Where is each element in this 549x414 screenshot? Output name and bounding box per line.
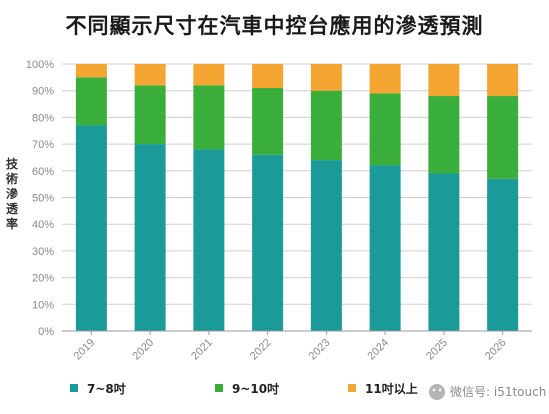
bar-segment (311, 91, 342, 160)
y-tick-label: 50% (32, 193, 54, 205)
y-tick-label: 40% (32, 219, 54, 231)
x-tick-label: 2022 (248, 337, 274, 363)
x-tick-label: 2025 (424, 337, 450, 363)
bar-segment (76, 64, 107, 77)
bar-segment (487, 96, 518, 179)
bar-segment (76, 77, 107, 125)
watermark: 微信号: i51touch (429, 384, 546, 400)
bar-segment (135, 144, 166, 331)
y-tick-label: 90% (32, 86, 54, 98)
legend-label: 11吋以上 (365, 381, 418, 396)
legend-swatch (70, 384, 78, 392)
y-tick-label: 0% (38, 326, 54, 338)
bar-segment (487, 64, 518, 96)
y-tick-label: 20% (32, 273, 54, 285)
watermark-text: 微信号: i51touch (450, 385, 546, 399)
x-tick-label: 2019 (72, 337, 98, 363)
y-axis-label: 技術滲透率 (5, 156, 19, 231)
y-tick-label: 10% (32, 299, 54, 311)
bar-segment (370, 93, 401, 165)
y-tick-label: 100% (26, 59, 54, 71)
bar-segment (252, 155, 283, 331)
bar-segment (135, 85, 166, 144)
x-tick-label: 2024 (365, 337, 391, 363)
bar-segment (370, 64, 401, 93)
bar-segment (428, 173, 459, 331)
bar-segment (311, 160, 342, 331)
bar-segment (428, 96, 459, 173)
bar-segment (135, 64, 166, 85)
bar-segment (76, 125, 107, 331)
legend: 7~8吋 9~10吋 11吋以上 (70, 381, 418, 396)
bar-segment (252, 64, 283, 88)
y-tick-label: 70% (32, 139, 54, 151)
bar-segment (428, 64, 459, 96)
y-axis-ticks: 0% 10% 20% 30% 40% 50% 60% 70% 80% 90% 100% (26, 59, 54, 338)
x-tick-label: 2020 (130, 337, 156, 363)
bar-segment (311, 64, 342, 91)
y-tick-label: 80% (32, 112, 54, 124)
legend-swatch (215, 384, 223, 392)
bar-segment (193, 149, 224, 331)
legend-swatch (348, 384, 356, 392)
x-axis-ticks: 2019 2020 2021 2022 2023 2024 2025 2026 (72, 331, 509, 362)
x-tick-label: 2021 (189, 337, 215, 363)
legend-label: 9~10吋 (232, 381, 279, 396)
y-tick-label: 60% (32, 166, 54, 178)
grid-lines (62, 64, 532, 331)
y-tick-label: 30% (32, 246, 54, 258)
bar-segment (370, 165, 401, 331)
bar-segment (193, 64, 224, 85)
x-tick-label: 2026 (483, 337, 509, 363)
bar-segment (252, 88, 283, 155)
bar-segment (487, 179, 518, 331)
x-tick-label: 2023 (307, 337, 333, 363)
legend-label: 7~8吋 (87, 381, 126, 396)
bar-segment (193, 85, 224, 149)
